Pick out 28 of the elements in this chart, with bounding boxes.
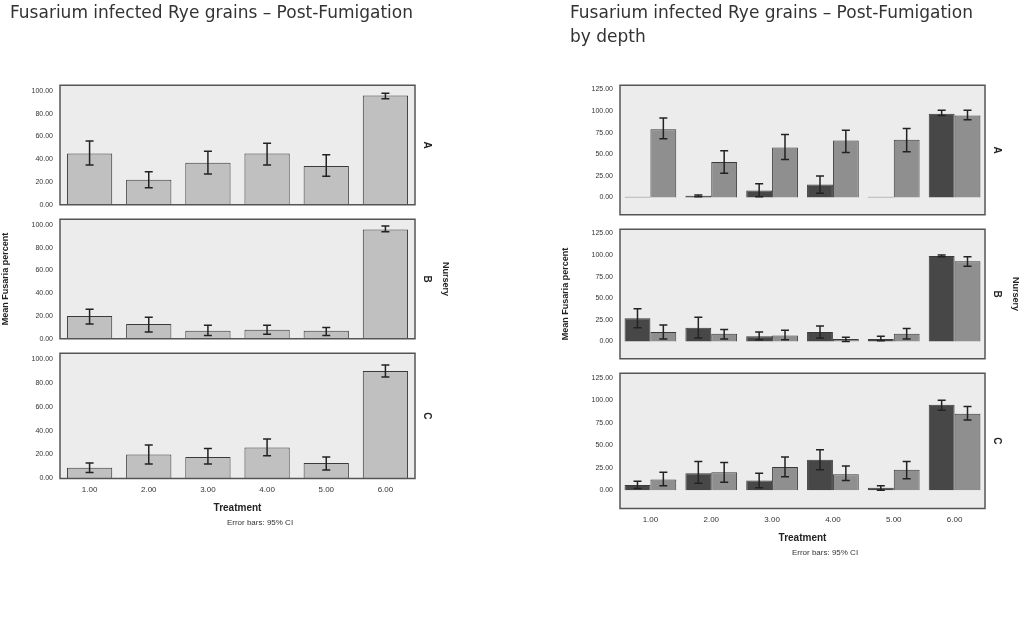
y2-axis-title: Nursery [440,261,451,297]
chart-title: Fusarium infected Rye grains – Post-Fumigation by depth [569,1,974,48]
x-tick-label: 1.00 [642,515,659,525]
x-axis-title: Treatment [213,501,263,513]
x-tick-label: 3.00 [764,515,781,525]
text: B [992,290,1004,298]
y2-axis-title: Nursery [1010,276,1021,312]
text: A [422,141,434,149]
text: A [992,146,1004,154]
text: Error bars: 95% CI [790,548,860,557]
x-tick-label: 4.00 [259,485,276,495]
text: C [992,437,1004,445]
text: Error bars: 95% CI [225,518,295,527]
x-tick-label: 2.00 [703,515,720,525]
x-tick-label: 2.00 [140,485,158,495]
x-tick-label: 4.00 [825,515,842,525]
text: B [422,275,434,283]
x-tick-label: 3.00 [200,485,217,495]
chart-title: Fusarium infected Rye grains – Post-Fumigation [9,1,414,24]
y-axis-title: Mean Fusaria percent [0,232,10,326]
text: C [422,412,434,420]
x-tick-label: 6.00 [946,515,963,525]
x-tick-label: 5.00 [885,515,903,525]
x-tick-label: 5.00 [318,485,335,495]
x-axis-title: Treatment [778,531,828,543]
x-tick-label: 6.00 [377,485,394,495]
x-tick-label: 1.00 [81,485,98,495]
y-axis-title: Mean Fusaria percent [559,247,570,341]
